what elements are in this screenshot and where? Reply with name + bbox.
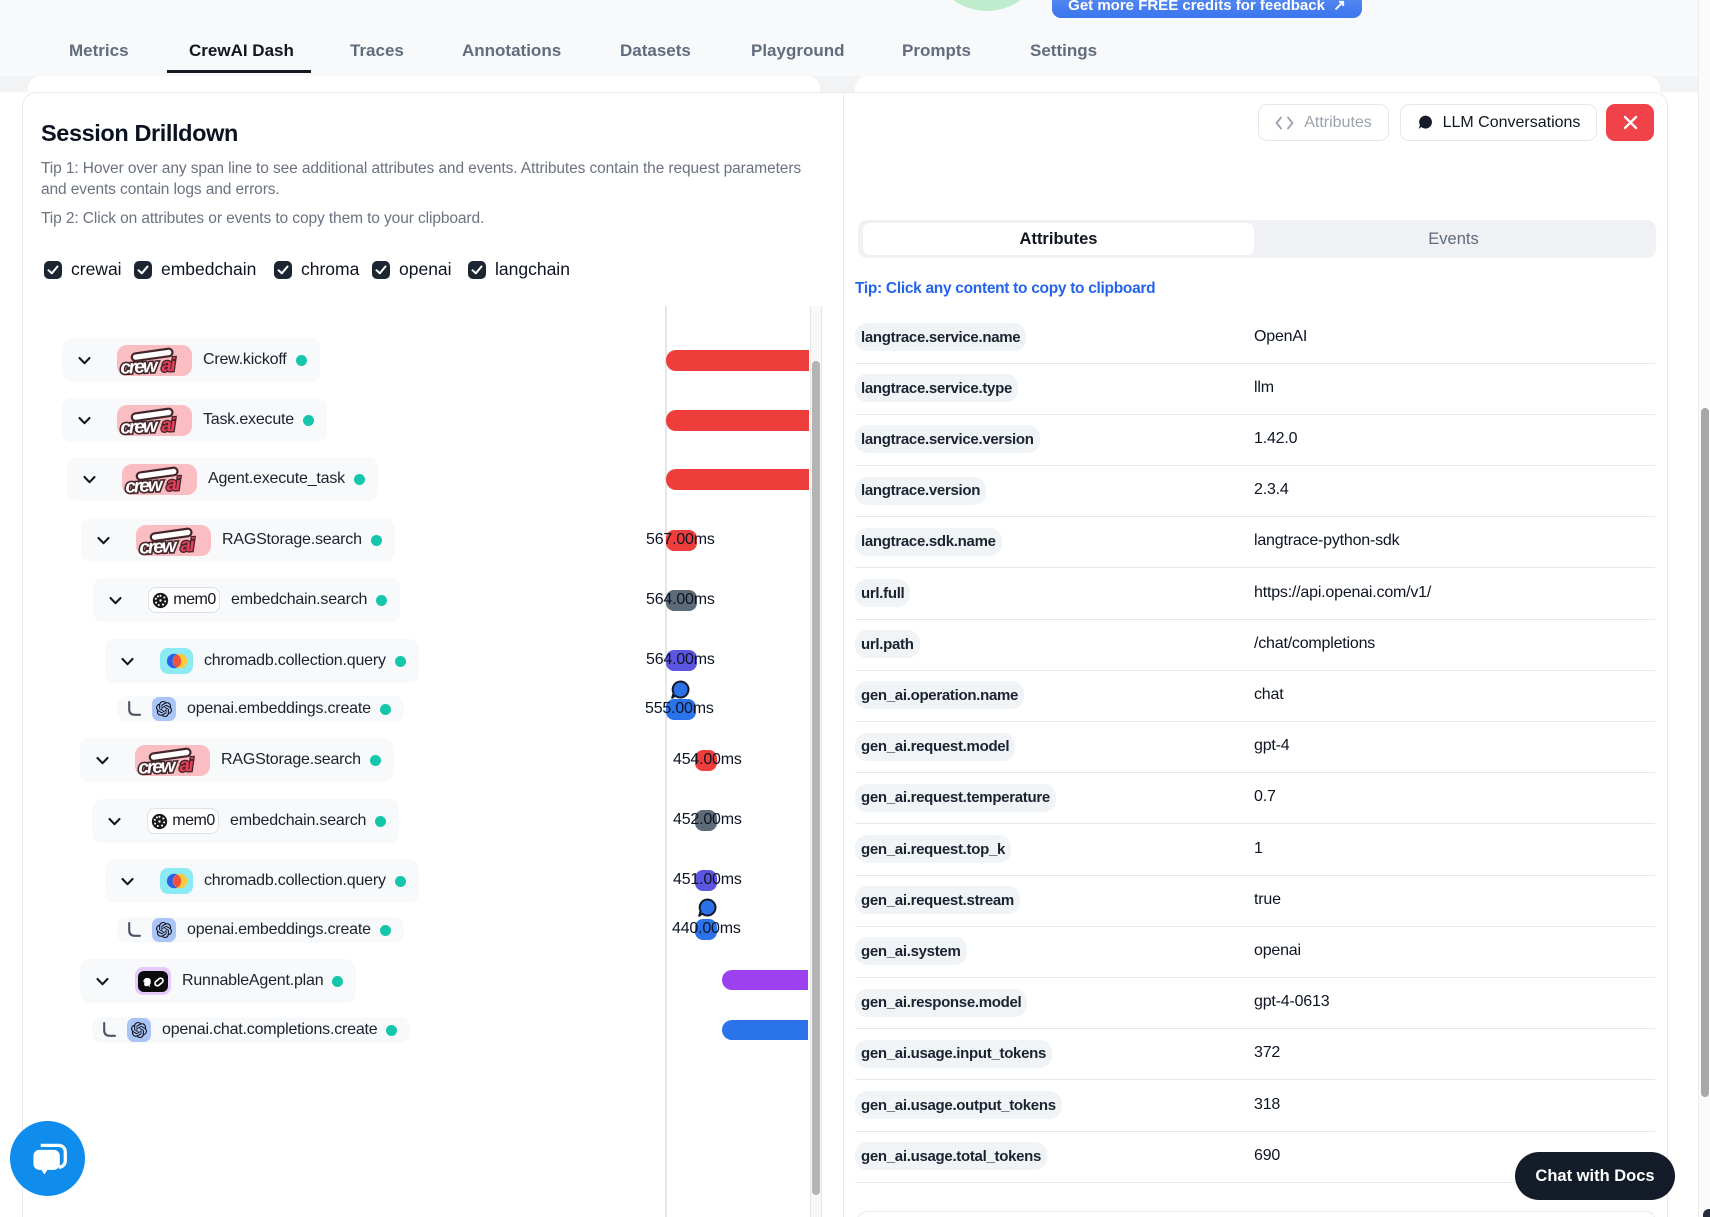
svg-text:ai: ai xyxy=(179,754,195,775)
svg-text:ai: ai xyxy=(161,354,177,375)
svg-text:crew: crew xyxy=(139,535,179,555)
svg-text:ai: ai xyxy=(180,534,196,555)
svg-text:crew: crew xyxy=(138,755,178,775)
svg-text:crew: crew xyxy=(120,355,160,375)
svg-text:ai: ai xyxy=(166,473,182,494)
svg-text:ai: ai xyxy=(161,414,177,435)
svg-text:crew: crew xyxy=(120,415,160,435)
svg-text:crew: crew xyxy=(125,474,165,494)
